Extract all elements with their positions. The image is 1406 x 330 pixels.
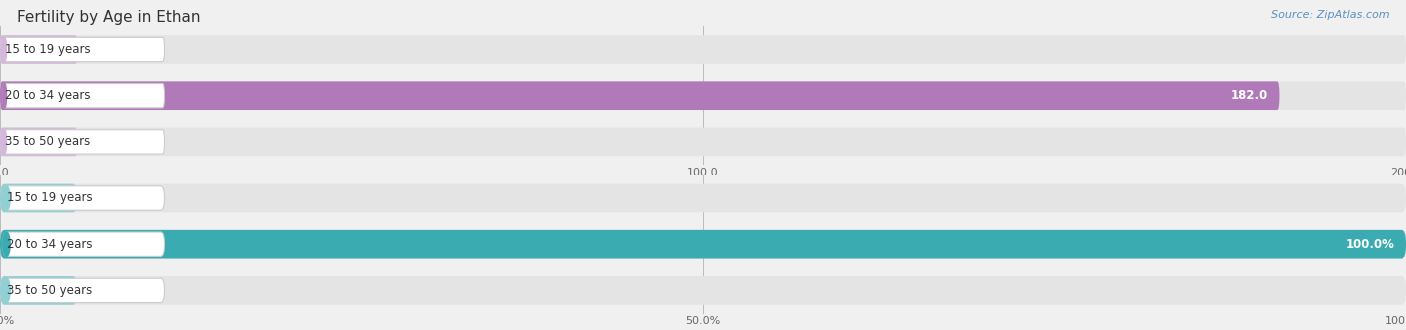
Text: 20 to 34 years: 20 to 34 years	[7, 238, 93, 251]
Text: Source: ZipAtlas.com: Source: ZipAtlas.com	[1271, 10, 1389, 20]
Text: 182.0: 182.0	[1232, 89, 1268, 102]
Text: 0.0%: 0.0%	[91, 284, 121, 297]
FancyBboxPatch shape	[0, 184, 77, 212]
FancyBboxPatch shape	[3, 37, 165, 62]
FancyBboxPatch shape	[0, 82, 1279, 110]
FancyBboxPatch shape	[3, 83, 165, 108]
Text: 15 to 19 years: 15 to 19 years	[4, 43, 90, 56]
Text: 20 to 34 years: 20 to 34 years	[4, 89, 90, 102]
FancyBboxPatch shape	[3, 278, 165, 303]
Circle shape	[3, 130, 7, 154]
FancyBboxPatch shape	[0, 128, 77, 156]
Circle shape	[3, 83, 7, 108]
Text: 0.0: 0.0	[91, 135, 110, 148]
Circle shape	[3, 37, 7, 62]
FancyBboxPatch shape	[0, 184, 1406, 212]
FancyBboxPatch shape	[0, 82, 1406, 110]
Text: 35 to 50 years: 35 to 50 years	[7, 284, 93, 297]
FancyBboxPatch shape	[0, 230, 1406, 258]
Text: 0.0: 0.0	[91, 43, 110, 56]
FancyBboxPatch shape	[0, 35, 1406, 64]
FancyBboxPatch shape	[0, 35, 77, 64]
Text: 15 to 19 years: 15 to 19 years	[7, 191, 93, 205]
Text: 0.0%: 0.0%	[91, 191, 121, 205]
FancyBboxPatch shape	[3, 130, 165, 154]
Circle shape	[3, 278, 10, 303]
FancyBboxPatch shape	[3, 186, 165, 210]
FancyBboxPatch shape	[0, 128, 1406, 156]
FancyBboxPatch shape	[0, 276, 1406, 305]
Circle shape	[3, 232, 10, 256]
FancyBboxPatch shape	[0, 276, 77, 305]
Circle shape	[3, 186, 10, 210]
FancyBboxPatch shape	[0, 230, 1406, 258]
Text: Fertility by Age in Ethan: Fertility by Age in Ethan	[17, 10, 201, 25]
FancyBboxPatch shape	[3, 232, 165, 256]
Text: 35 to 50 years: 35 to 50 years	[4, 135, 90, 148]
Text: 100.0%: 100.0%	[1346, 238, 1395, 251]
